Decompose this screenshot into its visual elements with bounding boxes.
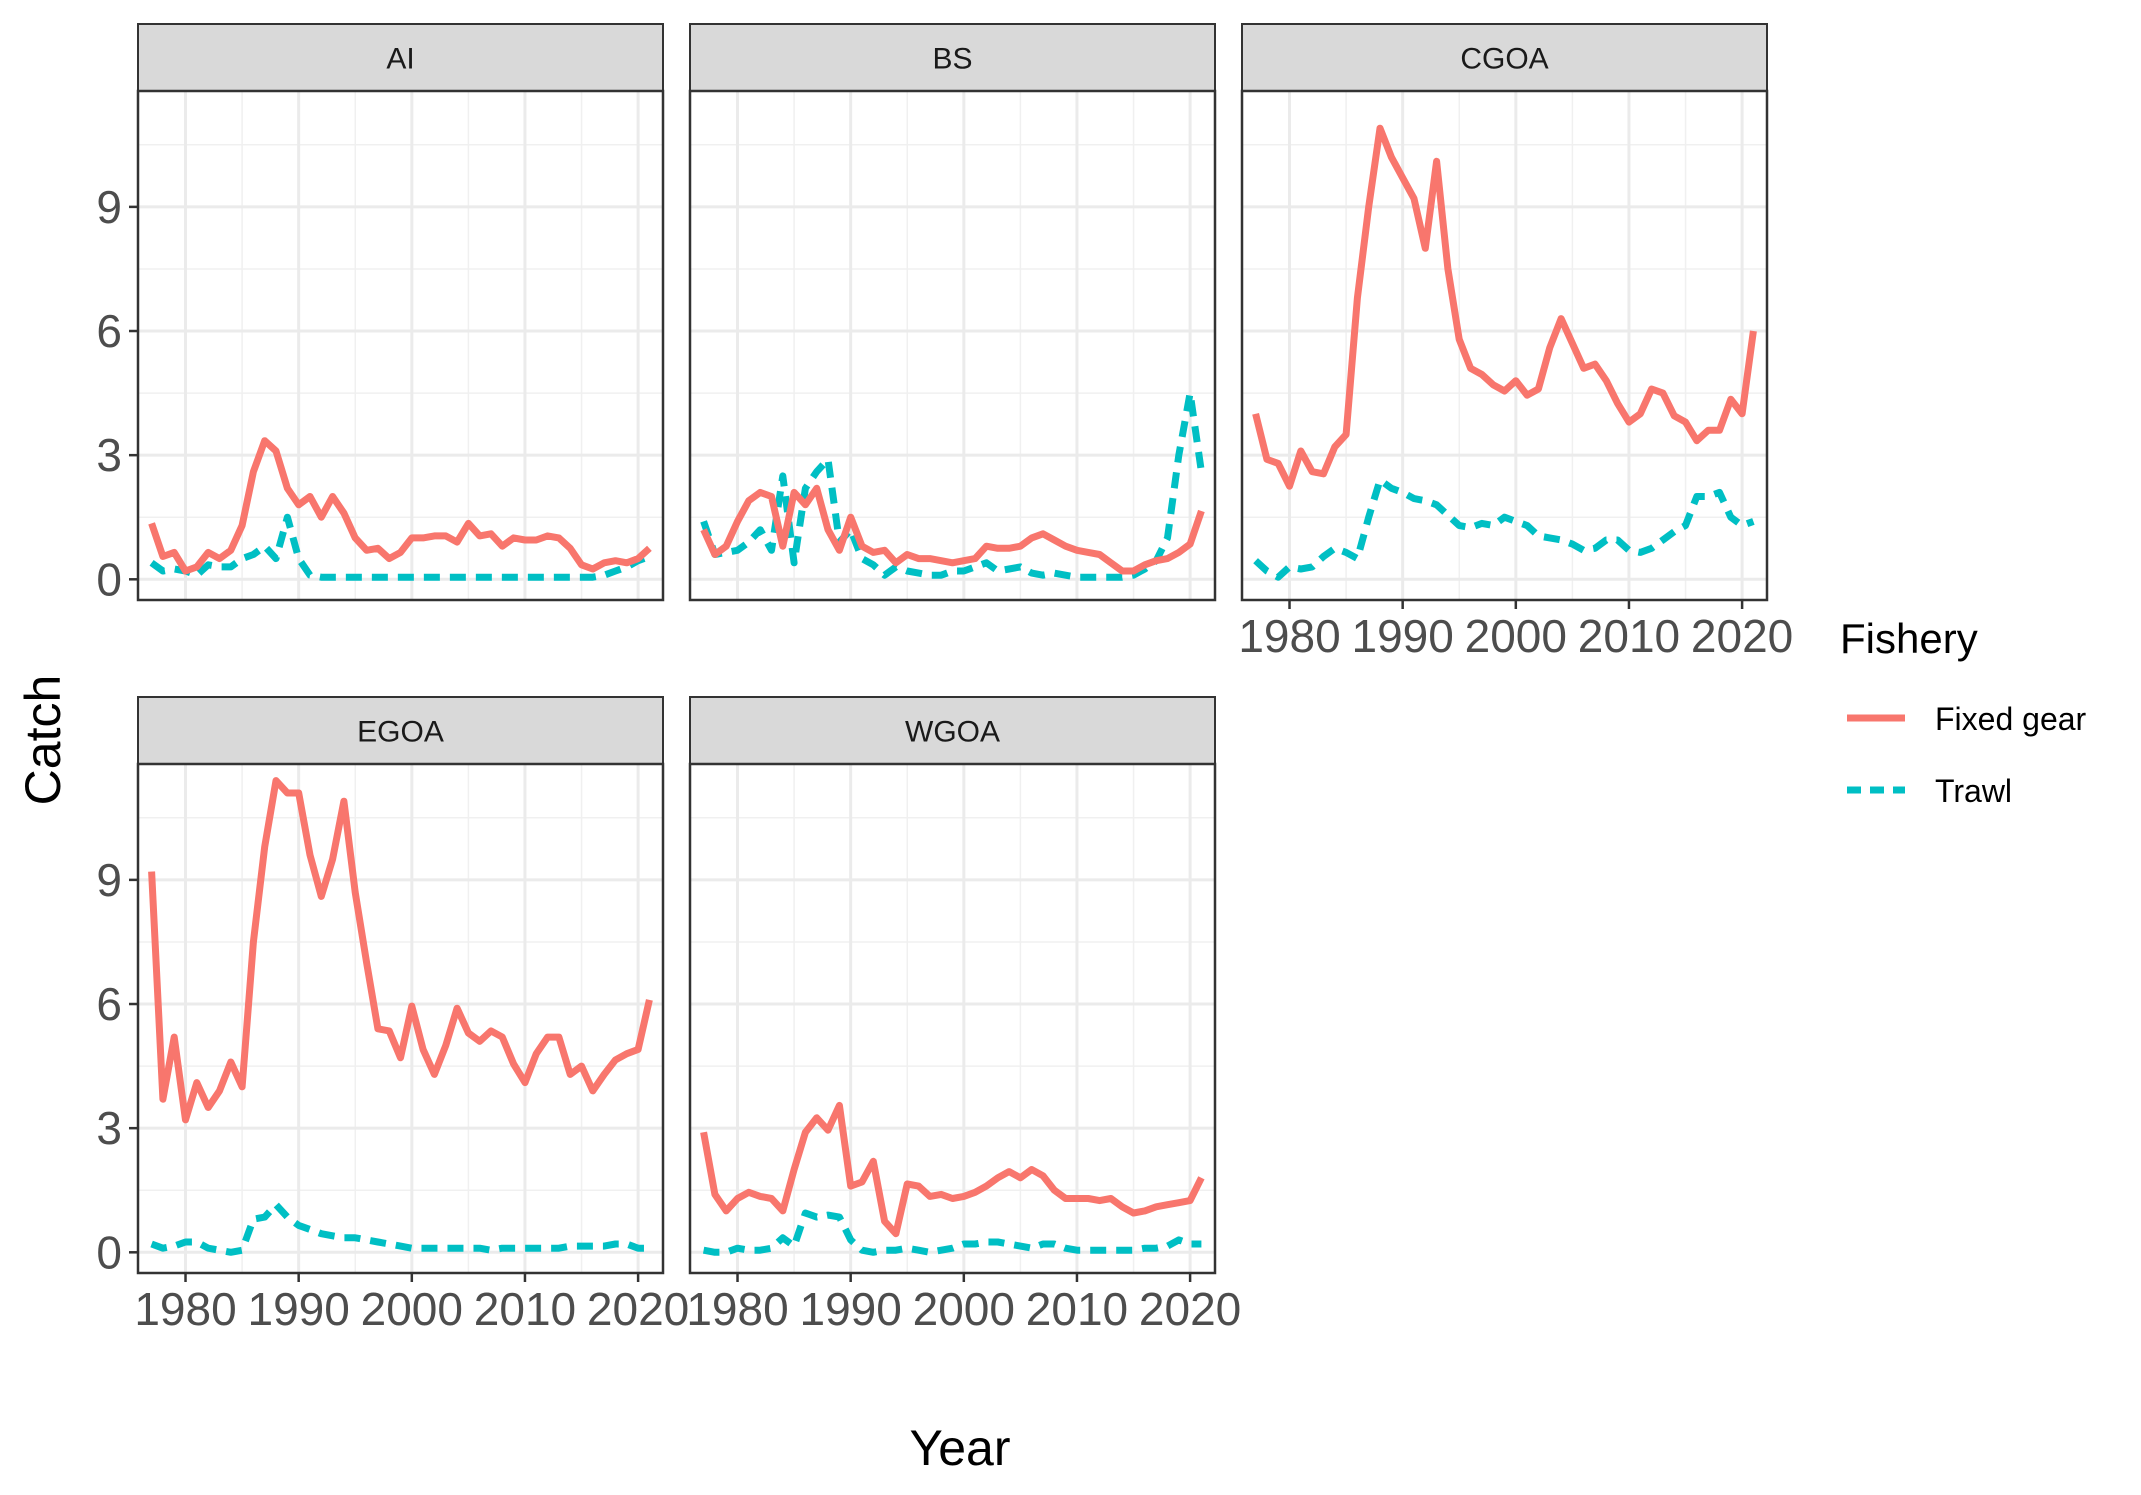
legend: Fishery Fixed gear Trawl (1840, 615, 2087, 809)
x-axis-title: Year (909, 1420, 1010, 1476)
legend-label-fixed-gear: Fixed gear (1935, 701, 2087, 737)
facet-panel-bs: BS (688, 23, 1217, 602)
y-tick-label: 6 (96, 978, 122, 1030)
legend-label-trawl: Trawl (1935, 773, 2012, 809)
facet-strip-label-cgoa: CGOA (1460, 43, 1548, 76)
x-tick-label: 2010 (474, 1283, 576, 1335)
panel-border-cgoa (1240, 89, 1769, 602)
facet-strip-label-wgoa: WGOA (905, 716, 1000, 749)
series-line-trawl-egoa (150, 1201, 650, 1256)
x-tick-label: 2020 (1691, 610, 1793, 662)
x-tick-label: 1990 (1351, 610, 1453, 662)
panel-border-bs (688, 89, 1217, 602)
facet-strip-bs (689, 23, 1216, 92)
facet-strip-wgoa (689, 696, 1216, 765)
series-line-fixed-gear-egoa (148, 777, 653, 1124)
x-tick-label: 2020 (1139, 1283, 1241, 1335)
series-line-trawl-bs (700, 389, 1205, 581)
x-tick-label: 1990 (247, 1283, 349, 1335)
y-axis-title: Catch (15, 675, 71, 806)
x-tick-label: 2010 (1578, 610, 1680, 662)
y-tick-label: 9 (96, 854, 122, 906)
series-line-trawl-cgoa (1253, 476, 1755, 581)
panel-background-wgoa (690, 764, 1215, 1273)
x-tick-label: 1990 (799, 1283, 901, 1335)
x-tick-label: 2000 (361, 1283, 463, 1335)
panel-background-egoa (138, 764, 663, 1273)
y-tick-label: 6 (96, 305, 122, 357)
legend-title: Fishery (1840, 615, 1978, 662)
series-line-fixed-gear-ai (148, 437, 652, 575)
panel-border-egoa (136, 762, 665, 1275)
facet-strip-label-ai: AI (386, 43, 414, 76)
series-line-trawl-ai (149, 513, 651, 581)
x-tick-label: 2020 (587, 1283, 689, 1335)
y-tick-label: 0 (96, 553, 122, 605)
panel-background-ai (138, 91, 663, 600)
facet-panel-egoa: EGOA 0 3 6 9 1980 1990 2000 2010 2020 (96, 696, 689, 1335)
x-tick-label: 2000 (913, 1283, 1015, 1335)
series-line-trawl-wgoa (702, 1209, 1202, 1256)
panel-border-ai (136, 89, 665, 602)
y-tick-label: 3 (96, 1102, 122, 1154)
x-tick-label: 2010 (1026, 1283, 1128, 1335)
panel-border-wgoa (688, 762, 1217, 1275)
facet-panel-cgoa: CGOA 1980 1990 2000 2010 2020 (1238, 23, 1793, 662)
panel-background-bs (690, 91, 1215, 600)
facet-strip-ai (137, 23, 664, 92)
x-tick-label: 1980 (1238, 610, 1340, 662)
series-line-fixed-gear-bs (700, 484, 1205, 575)
x-tick-label: 1980 (686, 1283, 788, 1335)
facet-strip-egoa (137, 696, 664, 765)
facet-panel-wgoa: WGOA 1980 1990 2000 2010 2020 (686, 696, 1241, 1335)
facet-strip-label-egoa: EGOA (357, 716, 444, 749)
facet-panel-ai: AI 0 3 6 9 (96, 23, 665, 605)
series-line-fixed-gear-cgoa (1252, 124, 1757, 490)
x-tick-label: 2000 (1465, 610, 1567, 662)
facet-strip-label-bs: BS (932, 43, 972, 76)
y-tick-label: 9 (96, 181, 122, 233)
x-tick-label: 1980 (134, 1283, 236, 1335)
y-tick-label: 0 (96, 1226, 122, 1278)
series-line-fixed-gear-wgoa (700, 1101, 1205, 1238)
y-tick-label: 3 (96, 429, 122, 481)
